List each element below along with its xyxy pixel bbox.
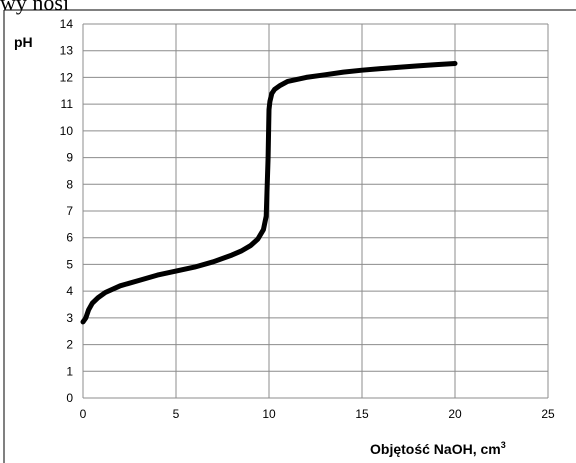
y-tick-label: 8 [66,177,73,191]
titration-curve-line [80,61,458,325]
y-tick-label: 4 [66,284,73,298]
y-axis-title: pH [14,34,33,50]
x-axis-title-superscript: 3 [501,440,506,450]
y-tick-label: 14 [60,17,74,31]
y-tick-label: 2 [66,338,73,352]
x-tick-label: 15 [355,407,369,421]
x-tick-label: 0 [80,407,87,421]
y-tick-label: 13 [60,44,74,58]
x-tick-labels: 0 5 10 15 20 25 [80,407,555,421]
x-tick-label: 20 [448,407,462,421]
y-tick-label: 7 [66,204,73,218]
header-fragment: wy nosi [0,0,69,15]
y-tick-label: 1 [66,364,73,378]
y-tick-label: 9 [66,151,73,165]
y-tick-label: 0 [66,391,73,405]
y-tick-label: 10 [60,124,74,138]
y-gridlines [83,23,548,399]
y-tick-label: 6 [66,231,73,245]
y-tick-label: 5 [66,257,73,271]
y-tick-label: 12 [60,70,74,84]
x-tick-label: 10 [262,407,276,421]
x-axis-title: Objętość NaOH, cm3 [370,440,506,457]
x-tick-label: 25 [541,407,555,421]
x-axis-title-main: Objętość NaOH, cm [370,441,501,457]
y-tick-label: 3 [66,311,73,325]
y-tick-label: 11 [61,97,74,111]
x-tick-label: 5 [173,407,180,421]
